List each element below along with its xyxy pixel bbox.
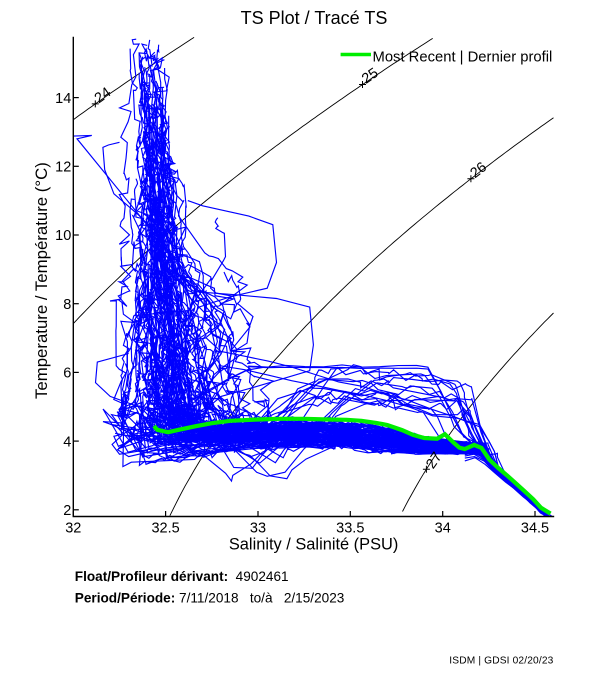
svg-text:Salinity / Salinité (PSU): Salinity / Salinité (PSU) <box>229 535 398 553</box>
svg-text:8: 8 <box>63 297 71 313</box>
svg-text:Most Recent | Dernier profil: Most Recent | Dernier profil <box>373 49 553 65</box>
svg-text:26: 26 <box>467 159 490 182</box>
svg-text:27: 27 <box>423 450 445 472</box>
svg-text:10: 10 <box>55 228 71 244</box>
svg-text:33.5: 33.5 <box>336 520 364 536</box>
svg-text:32: 32 <box>65 520 81 536</box>
svg-text:34: 34 <box>435 520 451 536</box>
svg-text:6: 6 <box>63 366 71 382</box>
svg-text:33: 33 <box>250 520 266 536</box>
svg-text:34.5: 34.5 <box>521 520 549 536</box>
svg-text:12: 12 <box>55 160 71 176</box>
svg-text:32.5: 32.5 <box>151 520 179 536</box>
svg-text:Temperature / Température (°C): Temperature / Température (°C) <box>32 162 51 399</box>
svg-text:2: 2 <box>63 503 71 519</box>
svg-text:24: 24 <box>92 85 114 107</box>
svg-text:Period/Période: 7/11/2018 to: Period/Période: 7/11/2018 to/à 2/15/2023 <box>75 591 345 606</box>
svg-text:25: 25 <box>359 65 381 87</box>
svg-text:TS Plot / Tracé TS: TS Plot / Tracé TS <box>241 8 388 28</box>
svg-text:4: 4 <box>63 434 71 450</box>
svg-text:Float/Profileur dérivant: 490: Float/Profileur dérivant: 4902461 <box>75 569 289 584</box>
svg-text:14: 14 <box>55 91 71 107</box>
svg-text:ISDM | GDSI 02/20/23: ISDM | GDSI 02/20/23 <box>449 656 553 667</box>
